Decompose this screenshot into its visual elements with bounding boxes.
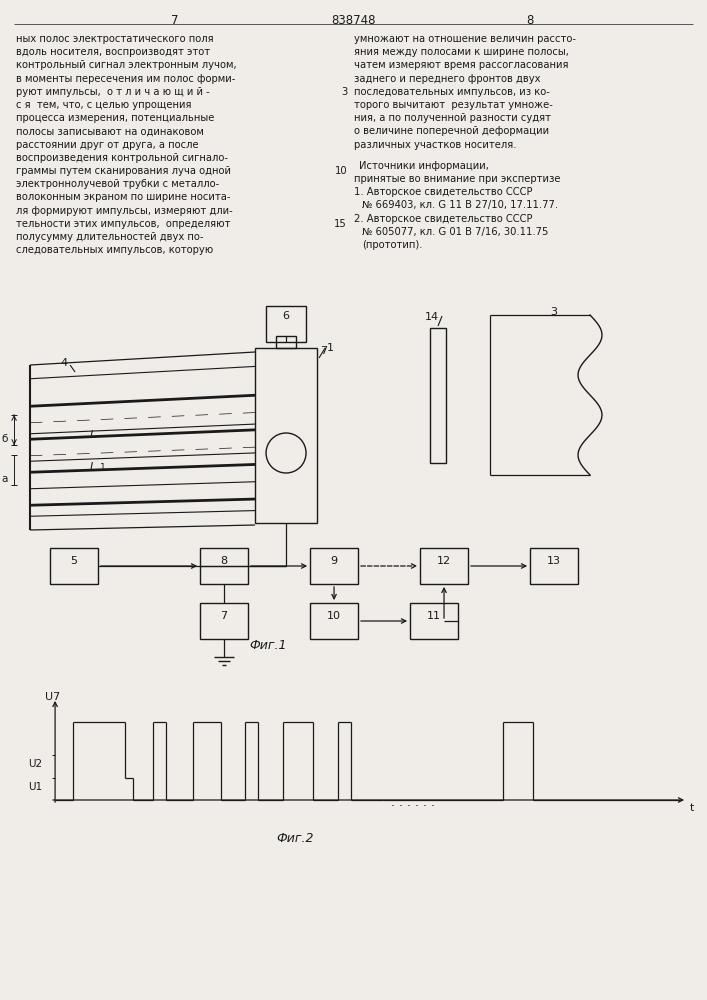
Text: расстоянии друг от друга, а после: расстоянии друг от друга, а после	[16, 140, 199, 150]
Text: полусумму длительностей двух по-: полусумму длительностей двух по-	[16, 232, 204, 242]
Bar	[50, 548, 98, 584]
Text: 1: 1	[100, 463, 106, 472]
Text: 7: 7	[320, 346, 327, 356]
Text: принятые во внимание при экспертизе: принятые во внимание при экспертизе	[354, 174, 561, 184]
Text: 1. Авторское свидетельство СССР: 1. Авторское свидетельство СССР	[354, 187, 532, 197]
Text: граммы путем сканирования луча одной: граммы путем сканирования луча одной	[16, 166, 231, 176]
Text: 5: 5	[71, 556, 78, 566]
Text: вдоль носителя, воспроизводят этот: вдоль носителя, воспроизводят этот	[16, 47, 210, 57]
Text: 8: 8	[526, 14, 534, 27]
Text: Фиг.1: Фиг.1	[250, 639, 287, 652]
Text: L: L	[90, 462, 96, 472]
Text: Источники информации,: Источники информации,	[359, 161, 489, 171]
Text: полосы записывают на одинаковом: полосы записывают на одинаковом	[16, 126, 204, 136]
Text: 7: 7	[171, 14, 179, 27]
Text: L: L	[90, 430, 96, 440]
Text: U7: U7	[45, 692, 61, 702]
Text: t: t	[690, 803, 694, 813]
Text: 3: 3	[550, 307, 557, 317]
Text: 838748: 838748	[331, 14, 375, 27]
Text: U2: U2	[28, 759, 42, 769]
Text: 1: 1	[327, 343, 334, 353]
Text: яния между полосами к ширине полосы,: яния между полосами к ширине полосы,	[354, 47, 569, 57]
Text: контрольный сигнал электронным лучом,: контрольный сигнал электронным лучом,	[16, 60, 237, 70]
Text: 6: 6	[283, 311, 290, 321]
Text: воспроизведения контрольной сигнало-: воспроизведения контрольной сигнало-	[16, 153, 228, 163]
Text: № 605077, кл. G 01 B 7/16, 30.11.75: № 605077, кл. G 01 B 7/16, 30.11.75	[362, 227, 549, 237]
Text: в моменты пересечения им полос форми-: в моменты пересечения им полос форми-	[16, 74, 235, 84]
Text: тельности этих импульсов,  определяют: тельности этих импульсов, определяют	[16, 219, 230, 229]
Bar	[266, 306, 306, 342]
Text: № 669403, кл. G 11 B 27/10, 17.11.77.: № 669403, кл. G 11 B 27/10, 17.11.77.	[362, 200, 558, 210]
Bar	[255, 348, 317, 523]
Text: чатем измеряют время рассогласования: чатем измеряют время рассогласования	[354, 60, 568, 70]
Text: ния, а по полученной разности судят: ния, а по полученной разности судят	[354, 113, 551, 123]
Bar	[410, 603, 458, 639]
Text: 3: 3	[341, 87, 347, 97]
Bar	[420, 548, 468, 584]
Bar	[310, 548, 358, 584]
Text: 15: 15	[334, 219, 347, 229]
Text: волоконным экраном по ширине носита-: волоконным экраном по ширине носита-	[16, 192, 230, 202]
Text: различных участков носителя.: различных участков носителя.	[354, 140, 517, 150]
Text: 14: 14	[425, 312, 439, 322]
Bar	[430, 328, 446, 463]
Text: процесса измерения, потенциальные: процесса измерения, потенциальные	[16, 113, 214, 123]
Text: 13: 13	[547, 556, 561, 566]
Bar	[200, 548, 248, 584]
Text: 12: 12	[437, 556, 451, 566]
Text: заднего и переднего фронтов двух: заднего и переднего фронтов двух	[354, 74, 541, 84]
Text: а: а	[1, 474, 7, 484]
Text: 10: 10	[334, 166, 347, 176]
Text: 8: 8	[221, 556, 228, 566]
Text: с я  тем, что, с целью упрощения: с я тем, что, с целью упрощения	[16, 100, 192, 110]
Text: 2. Авторское свидетельство СССР: 2. Авторское свидетельство СССР	[354, 214, 532, 224]
Text: 11: 11	[427, 611, 441, 621]
Text: Фиг.2: Фиг.2	[276, 832, 314, 845]
Text: ных полос электростатического поля: ных полос электростатического поля	[16, 34, 214, 44]
Bar	[276, 336, 296, 348]
Text: б: б	[1, 434, 7, 444]
Text: о величине поперечной деформации: о величине поперечной деформации	[354, 126, 549, 136]
Text: . . . . . .: . . . . . .	[391, 796, 435, 809]
Bar	[530, 548, 578, 584]
Text: руют импульсы,  о т л и ч а ю щ и й -: руют импульсы, о т л и ч а ю щ и й -	[16, 87, 210, 97]
Text: ля формируют импульсы, измеряют дли-: ля формируют импульсы, измеряют дли-	[16, 206, 233, 216]
Text: U1: U1	[28, 782, 42, 792]
Bar	[310, 603, 358, 639]
Text: торого вычитают  результат умноже-: торого вычитают результат умноже-	[354, 100, 553, 110]
Text: 10: 10	[327, 611, 341, 621]
Text: умножают на отношение величин рассто-: умножают на отношение величин рассто-	[354, 34, 576, 44]
Bar	[200, 603, 248, 639]
Text: последовательных импульсов, из ко-: последовательных импульсов, из ко-	[354, 87, 550, 97]
Text: 7: 7	[221, 611, 228, 621]
Text: 9: 9	[330, 556, 338, 566]
Text: электроннолучевой трубки с металло-: электроннолучевой трубки с металло-	[16, 179, 219, 189]
Text: следовательных импульсов, которую: следовательных импульсов, которую	[16, 245, 214, 255]
Text: (прототип).: (прототип).	[362, 240, 423, 250]
Text: 4: 4	[60, 358, 67, 368]
